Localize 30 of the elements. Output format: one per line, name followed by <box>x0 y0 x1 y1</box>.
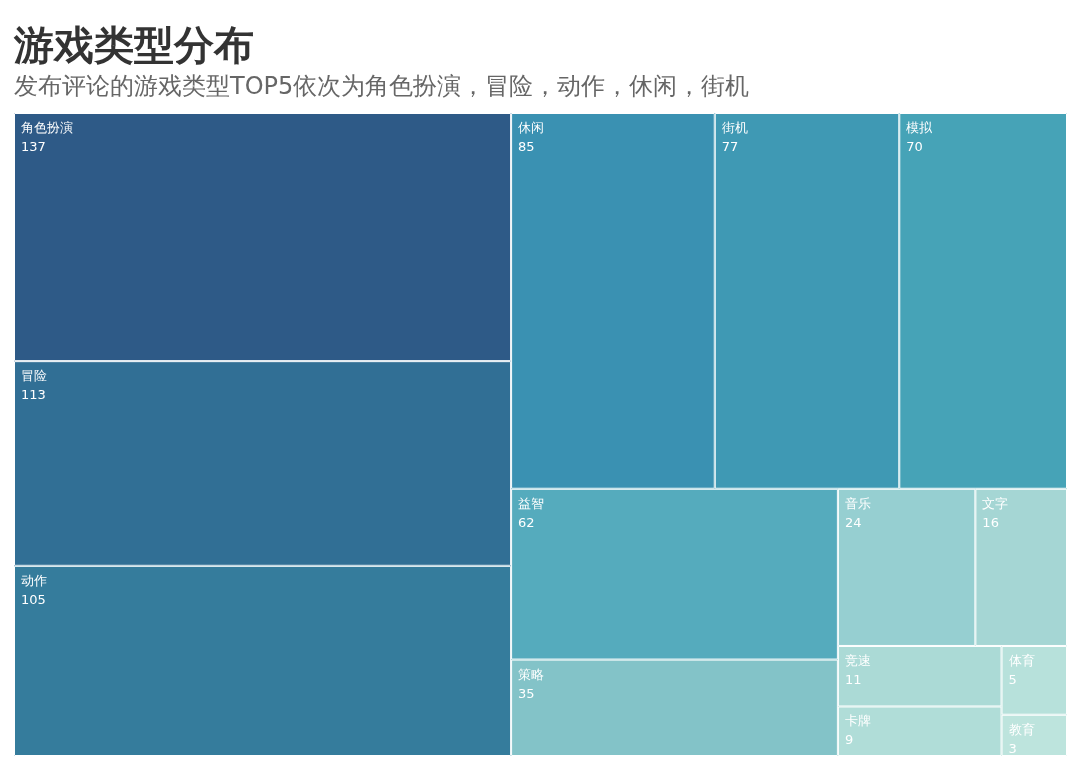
category-label: 益智 <box>518 495 545 511</box>
category-label: 角色扮演 <box>21 120 73 135</box>
data-label: 137 <box>21 139 46 154</box>
category-label: 卡牌 <box>844 713 871 729</box>
category-label: 动作 <box>21 572 47 588</box>
text: 游戏类型分布 <box>14 21 254 70</box>
data-label: 5 <box>1008 671 1017 687</box>
text: 发布评论的游戏类型TOP5依次为角色扮演，冒险，动作，休闲，街机 <box>14 71 750 102</box>
data-label: 16 <box>982 514 999 530</box>
category-label: 文字 <box>982 495 1009 511</box>
category-label: 音乐 <box>844 495 871 511</box>
data-label: 24 <box>844 514 862 530</box>
data-label: 3 <box>1008 740 1017 756</box>
category-label: 教育 <box>1008 721 1035 737</box>
category-label: 策略 <box>518 666 545 682</box>
data-label: 105 <box>21 591 46 607</box>
data-label: 113 <box>21 387 46 403</box>
data-label: 85 <box>518 139 535 154</box>
category-label: 休闲 <box>518 120 545 135</box>
data-label: 77 <box>721 139 739 154</box>
category-label: 冒险 <box>21 368 47 384</box>
category-label: 体育 <box>1008 652 1035 668</box>
data-label: 62 <box>518 514 535 530</box>
category-label: 竞速 <box>844 652 871 668</box>
data-label: 70 <box>906 139 923 154</box>
category-label: 模拟 <box>906 120 934 135</box>
data-label: 11 <box>844 671 862 687</box>
data-label: 9 <box>844 732 854 748</box>
category-label: 街机 <box>721 120 748 135</box>
data-label: 35 <box>518 685 535 701</box>
